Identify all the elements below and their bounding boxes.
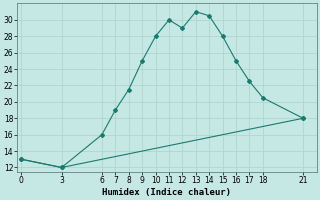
X-axis label: Humidex (Indice chaleur): Humidex (Indice chaleur) <box>102 188 231 197</box>
